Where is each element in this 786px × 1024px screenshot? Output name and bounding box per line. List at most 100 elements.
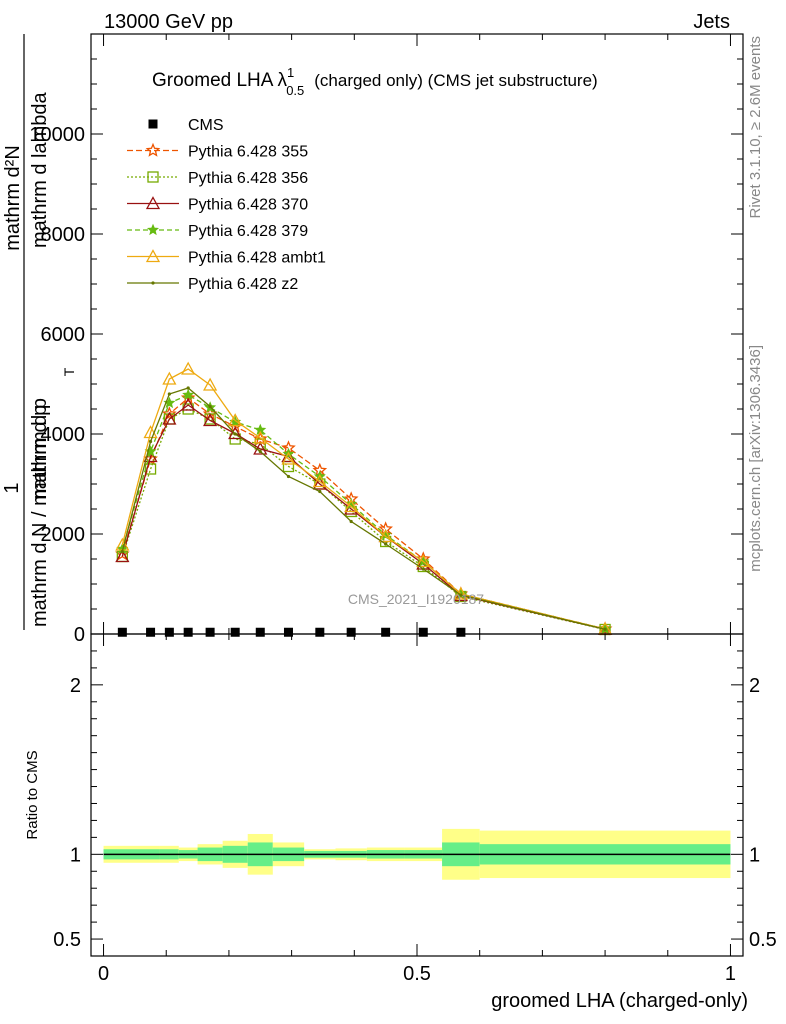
series-point-p355 — [162, 406, 177, 421]
series-point-z2 — [603, 627, 607, 631]
legend-marker-p379 — [147, 223, 159, 236]
legend-label-z2: Pythia 6.428 z2 — [188, 276, 298, 293]
series-point-z2 — [318, 489, 322, 494]
legend-label-p356: Pythia 6.428 356 — [188, 170, 308, 187]
series-point-p370 — [181, 397, 196, 411]
y-tick-label: 10000 — [29, 124, 85, 146]
series-point-p370 — [162, 411, 177, 425]
legend-marker-p356 — [147, 171, 159, 183]
ylabel-numerator-top: mathrm d²N — [2, 145, 24, 251]
ratio-y-tick-label-right: 1 — [749, 844, 760, 866]
ylabel-denominator: mathrm d N / mathrm d p — [29, 405, 51, 627]
cms-data-point — [183, 627, 193, 637]
series-point-p379 — [182, 388, 195, 401]
y-tick-label: 6000 — [41, 324, 86, 346]
ratio-y-tick-label-right: 0.5 — [749, 929, 777, 951]
legend-label-cms: CMS — [188, 117, 224, 134]
ylabel-numerator-t: T — [61, 367, 77, 376]
main-title-sup: 1 — [287, 65, 294, 80]
cms-data-point — [346, 627, 356, 637]
cms-data-point — [230, 627, 240, 637]
ratio-plot-frame — [90, 633, 744, 957]
header-jets-label: Jets — [693, 11, 730, 33]
cms-data-point — [146, 627, 156, 637]
series-point-ambt1 — [253, 430, 268, 444]
main-title-suffix: (charged only) (CMS jet substructure) — [314, 71, 597, 90]
series-point-z2 — [148, 439, 153, 444]
cms-data-point — [205, 627, 215, 637]
series-line-p370 — [121, 404, 606, 630]
x-tick-label: 0.5 — [403, 963, 431, 985]
series-point-p355 — [180, 390, 196, 405]
y-tick-label: 2000 — [41, 524, 86, 546]
ratio-axes: 0.5 0.5 1 1 2 2 0 0.5 1 — [53, 634, 777, 985]
series-point-z2 — [186, 386, 190, 390]
cms-data-point — [255, 627, 265, 637]
series-point-ambt1 — [228, 413, 243, 427]
x-axis-label: groomed LHA (charged-only) — [491, 990, 748, 1012]
analysis-watermark: CMS_2021_I1920187 — [348, 591, 484, 607]
ylabel-numerator-bottom: mathrm d p — [29, 398, 51, 499]
series-line-z2 — [121, 387, 606, 630]
legend-label-ambt1: Pythia 6.428 ambt1 — [188, 250, 326, 267]
x-tick-label: 1 — [725, 963, 736, 985]
ratio-y-tick-label-left: 0.5 — [53, 929, 81, 951]
series-point-ambt1 — [416, 554, 431, 568]
ylabel-one: 1 — [1, 482, 23, 493]
legend-marker-ambt1 — [145, 249, 161, 263]
legend-marker-cms — [148, 119, 158, 129]
series-point-ambt1 — [181, 361, 196, 375]
rivet-version-label: Rivet 3.1.10, ≥ 2.6M events — [747, 36, 764, 219]
series-point-p370 — [115, 549, 130, 563]
y-tick-label: 0 — [74, 624, 85, 646]
ratio-y-tick-label-left: 2 — [70, 675, 81, 697]
ratio-bands-group — [103, 828, 731, 880]
mcplots-label: mcplots.cern.ch [arXiv:1306.3436] — [747, 345, 764, 572]
cms-data-point — [283, 627, 293, 637]
main-title-prefix: Groomed LHA — [152, 70, 274, 91]
series-point-z2 — [421, 567, 425, 571]
main-axes: 0 2000 4000 6000 8000 10000 — [29, 33, 743, 646]
cms-data-point — [315, 627, 325, 637]
series-point-ambt1 — [312, 474, 327, 488]
series-point-ambt1 — [143, 425, 158, 439]
legend-marker-p355 — [145, 142, 161, 157]
main-title-sub: 0.5 — [286, 83, 304, 98]
main-series-group — [115, 361, 613, 637]
series-point-z2 — [384, 542, 388, 546]
series-point-p370 — [253, 441, 268, 455]
x-tick-label: 0 — [98, 963, 109, 985]
main-title: Groomed LHA λ1 0.5 (charged only) (CMS jet … — [152, 65, 598, 98]
series-point-z2 — [258, 449, 262, 454]
series-line-ambt1 — [121, 368, 606, 630]
cms-data-point — [164, 627, 174, 637]
cms-data-point — [456, 627, 466, 637]
y-tick-label: 4000 — [41, 424, 86, 446]
cms-data-point — [381, 627, 391, 637]
cms-data-point — [418, 627, 428, 637]
legend-marker-z2 — [151, 281, 155, 285]
series-point-z2 — [120, 549, 124, 554]
legend-label-p379: Pythia 6.428 379 — [188, 223, 308, 240]
main-ylabel: 1 mathrm d²N mathrm d lambda mathrm d p … — [1, 34, 77, 630]
series-point-z2 — [459, 593, 463, 597]
series-point-ambt1 — [344, 499, 359, 513]
cms-data-point — [117, 627, 127, 637]
legend-label-p355: Pythia 6.428 355 — [188, 144, 308, 161]
series-point-p355 — [227, 418, 243, 433]
legend-marker-p370 — [145, 196, 161, 210]
series-point-ambt1 — [203, 377, 218, 391]
ylabel-numerator-tail: mathrm d lambda — [29, 92, 51, 248]
ratio-y-tick-label-left: 1 — [70, 844, 81, 866]
series-point-z2 — [349, 519, 353, 524]
y-tick-label: 8000 — [41, 224, 86, 246]
series-point-z2 — [167, 392, 171, 396]
series-point-ambt1 — [162, 371, 177, 385]
series-point-p370 — [228, 426, 243, 440]
ratio-ylabel: Ratio to CMS — [24, 750, 41, 839]
series-point-z2 — [233, 432, 237, 436]
main-title-lambda: λ — [277, 70, 287, 91]
series-line-p355 — [121, 397, 606, 630]
series-point-p370 — [203, 413, 218, 427]
